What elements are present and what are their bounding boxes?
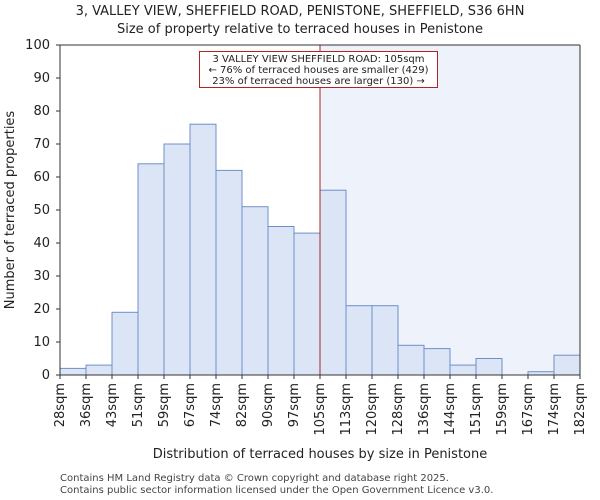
x-tick-label-90sqm: 90sqm (261, 383, 276, 427)
x-tick-label-144sqm: 144sqm (443, 383, 458, 436)
bar-97sqm (293, 232, 321, 376)
x-tick-label-59sqm: 59sqm (157, 383, 172, 427)
bar-59sqm (163, 143, 191, 376)
bar-128sqm (397, 344, 425, 376)
bar-90sqm (267, 226, 295, 376)
annotation-line2: ← 76% of terraced houses are smaller (42… (208, 65, 429, 76)
x-tick-label-74sqm: 74sqm (209, 383, 224, 427)
y-tick-label-100: 100 (25, 38, 50, 53)
bar-67sqm (189, 123, 217, 376)
bar-82sqm (241, 206, 269, 376)
bar-36sqm (85, 364, 113, 376)
y-tick-label-50: 50 (33, 203, 50, 218)
footer-licence: Contains public sector information licen… (60, 485, 494, 496)
bar-120sqm (371, 305, 399, 376)
x-tick-label-182sqm: 182sqm (573, 383, 588, 436)
x-tick-label-105sqm: 105sqm (313, 383, 328, 436)
x-tick-label-167sqm: 167sqm (521, 383, 536, 436)
x-tick-label-120sqm: 120sqm (365, 383, 380, 436)
y-tick-label-40: 40 (33, 236, 50, 251)
x-tick-label-67sqm: 67sqm (183, 383, 198, 427)
x-tick-label-159sqm: 159sqm (495, 383, 510, 436)
x-tick-label-151sqm: 151sqm (469, 383, 484, 436)
bar-43sqm (111, 311, 139, 376)
x-tick-label-51sqm: 51sqm (131, 383, 146, 427)
bar-136sqm (423, 348, 451, 376)
x-tick-label-128sqm: 128sqm (391, 383, 406, 436)
annotation-line3: 23% of terraced houses are larger (130) … (212, 76, 425, 87)
bar-151sqm (475, 358, 503, 376)
x-tick-label-97sqm: 97sqm (287, 383, 302, 427)
y-tick-label-10: 10 (33, 335, 50, 350)
y-tick-label-90: 90 (33, 71, 50, 86)
bar-51sqm (137, 163, 165, 376)
x-tick-label-36sqm: 36sqm (79, 383, 94, 427)
y-tick-label-20: 20 (33, 302, 50, 317)
x-axis-label: Distribution of terraced houses by size … (153, 447, 487, 462)
chart-title-line2: Size of property relative to terraced ho… (116, 22, 484, 37)
bar-105sqm (319, 189, 347, 376)
bar-74sqm (215, 169, 243, 376)
x-tick-label-113sqm: 113sqm (339, 383, 354, 436)
y-tick-label-60: 60 (33, 170, 50, 185)
bar-28sqm (59, 367, 87, 376)
y-tick-label-30: 30 (33, 269, 50, 284)
x-tick-label-136sqm: 136sqm (417, 383, 432, 436)
chart-title-line1: 3, VALLEY VIEW, SHEFFIELD ROAD, PENISTON… (75, 4, 525, 19)
x-tick-label-28sqm: 28sqm (53, 383, 68, 427)
bar-144sqm (449, 364, 477, 376)
y-axis-label: Number of terraced properties (3, 111, 18, 310)
x-tick-label-174sqm: 174sqm (547, 383, 562, 436)
bar-113sqm (345, 305, 373, 376)
x-tick-label-43sqm: 43sqm (105, 383, 120, 427)
y-tick-label-0: 0 (42, 368, 50, 383)
y-tick-label-80: 80 (33, 104, 50, 119)
footer-copyright: Contains HM Land Registry data © Crown c… (60, 473, 449, 484)
annotation-line1: 3 VALLEY VIEW SHEFFIELD ROAD: 105sqm (212, 54, 425, 65)
y-tick-label-70: 70 (33, 137, 50, 152)
x-tick-label-82sqm: 82sqm (235, 383, 250, 427)
bar-174sqm (553, 354, 581, 376)
property-annotation-box: 3 VALLEY VIEW SHEFFIELD ROAD: 105sqm ← 7… (199, 51, 438, 88)
